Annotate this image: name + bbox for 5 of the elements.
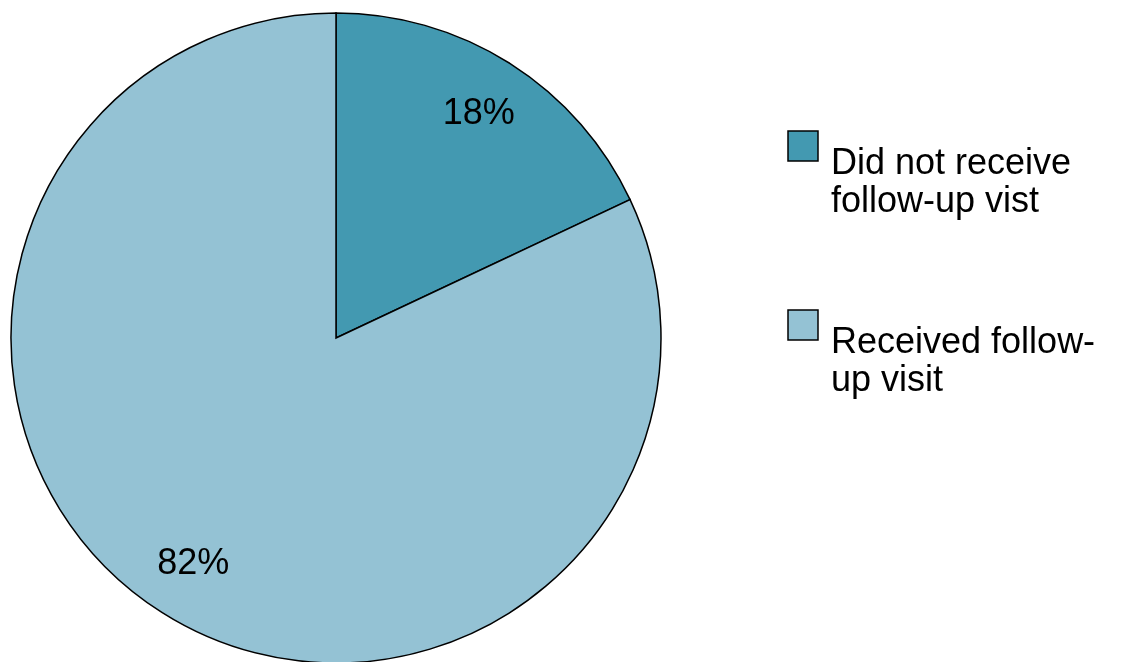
legend-label: Did not receive follow-up vist <box>831 141 1072 220</box>
legend-label: Received follow-up visit <box>831 320 1096 399</box>
data-label: 18% <box>442 90 515 132</box>
data-label: 82% <box>157 541 230 583</box>
pie-slice <box>10 12 662 662</box>
